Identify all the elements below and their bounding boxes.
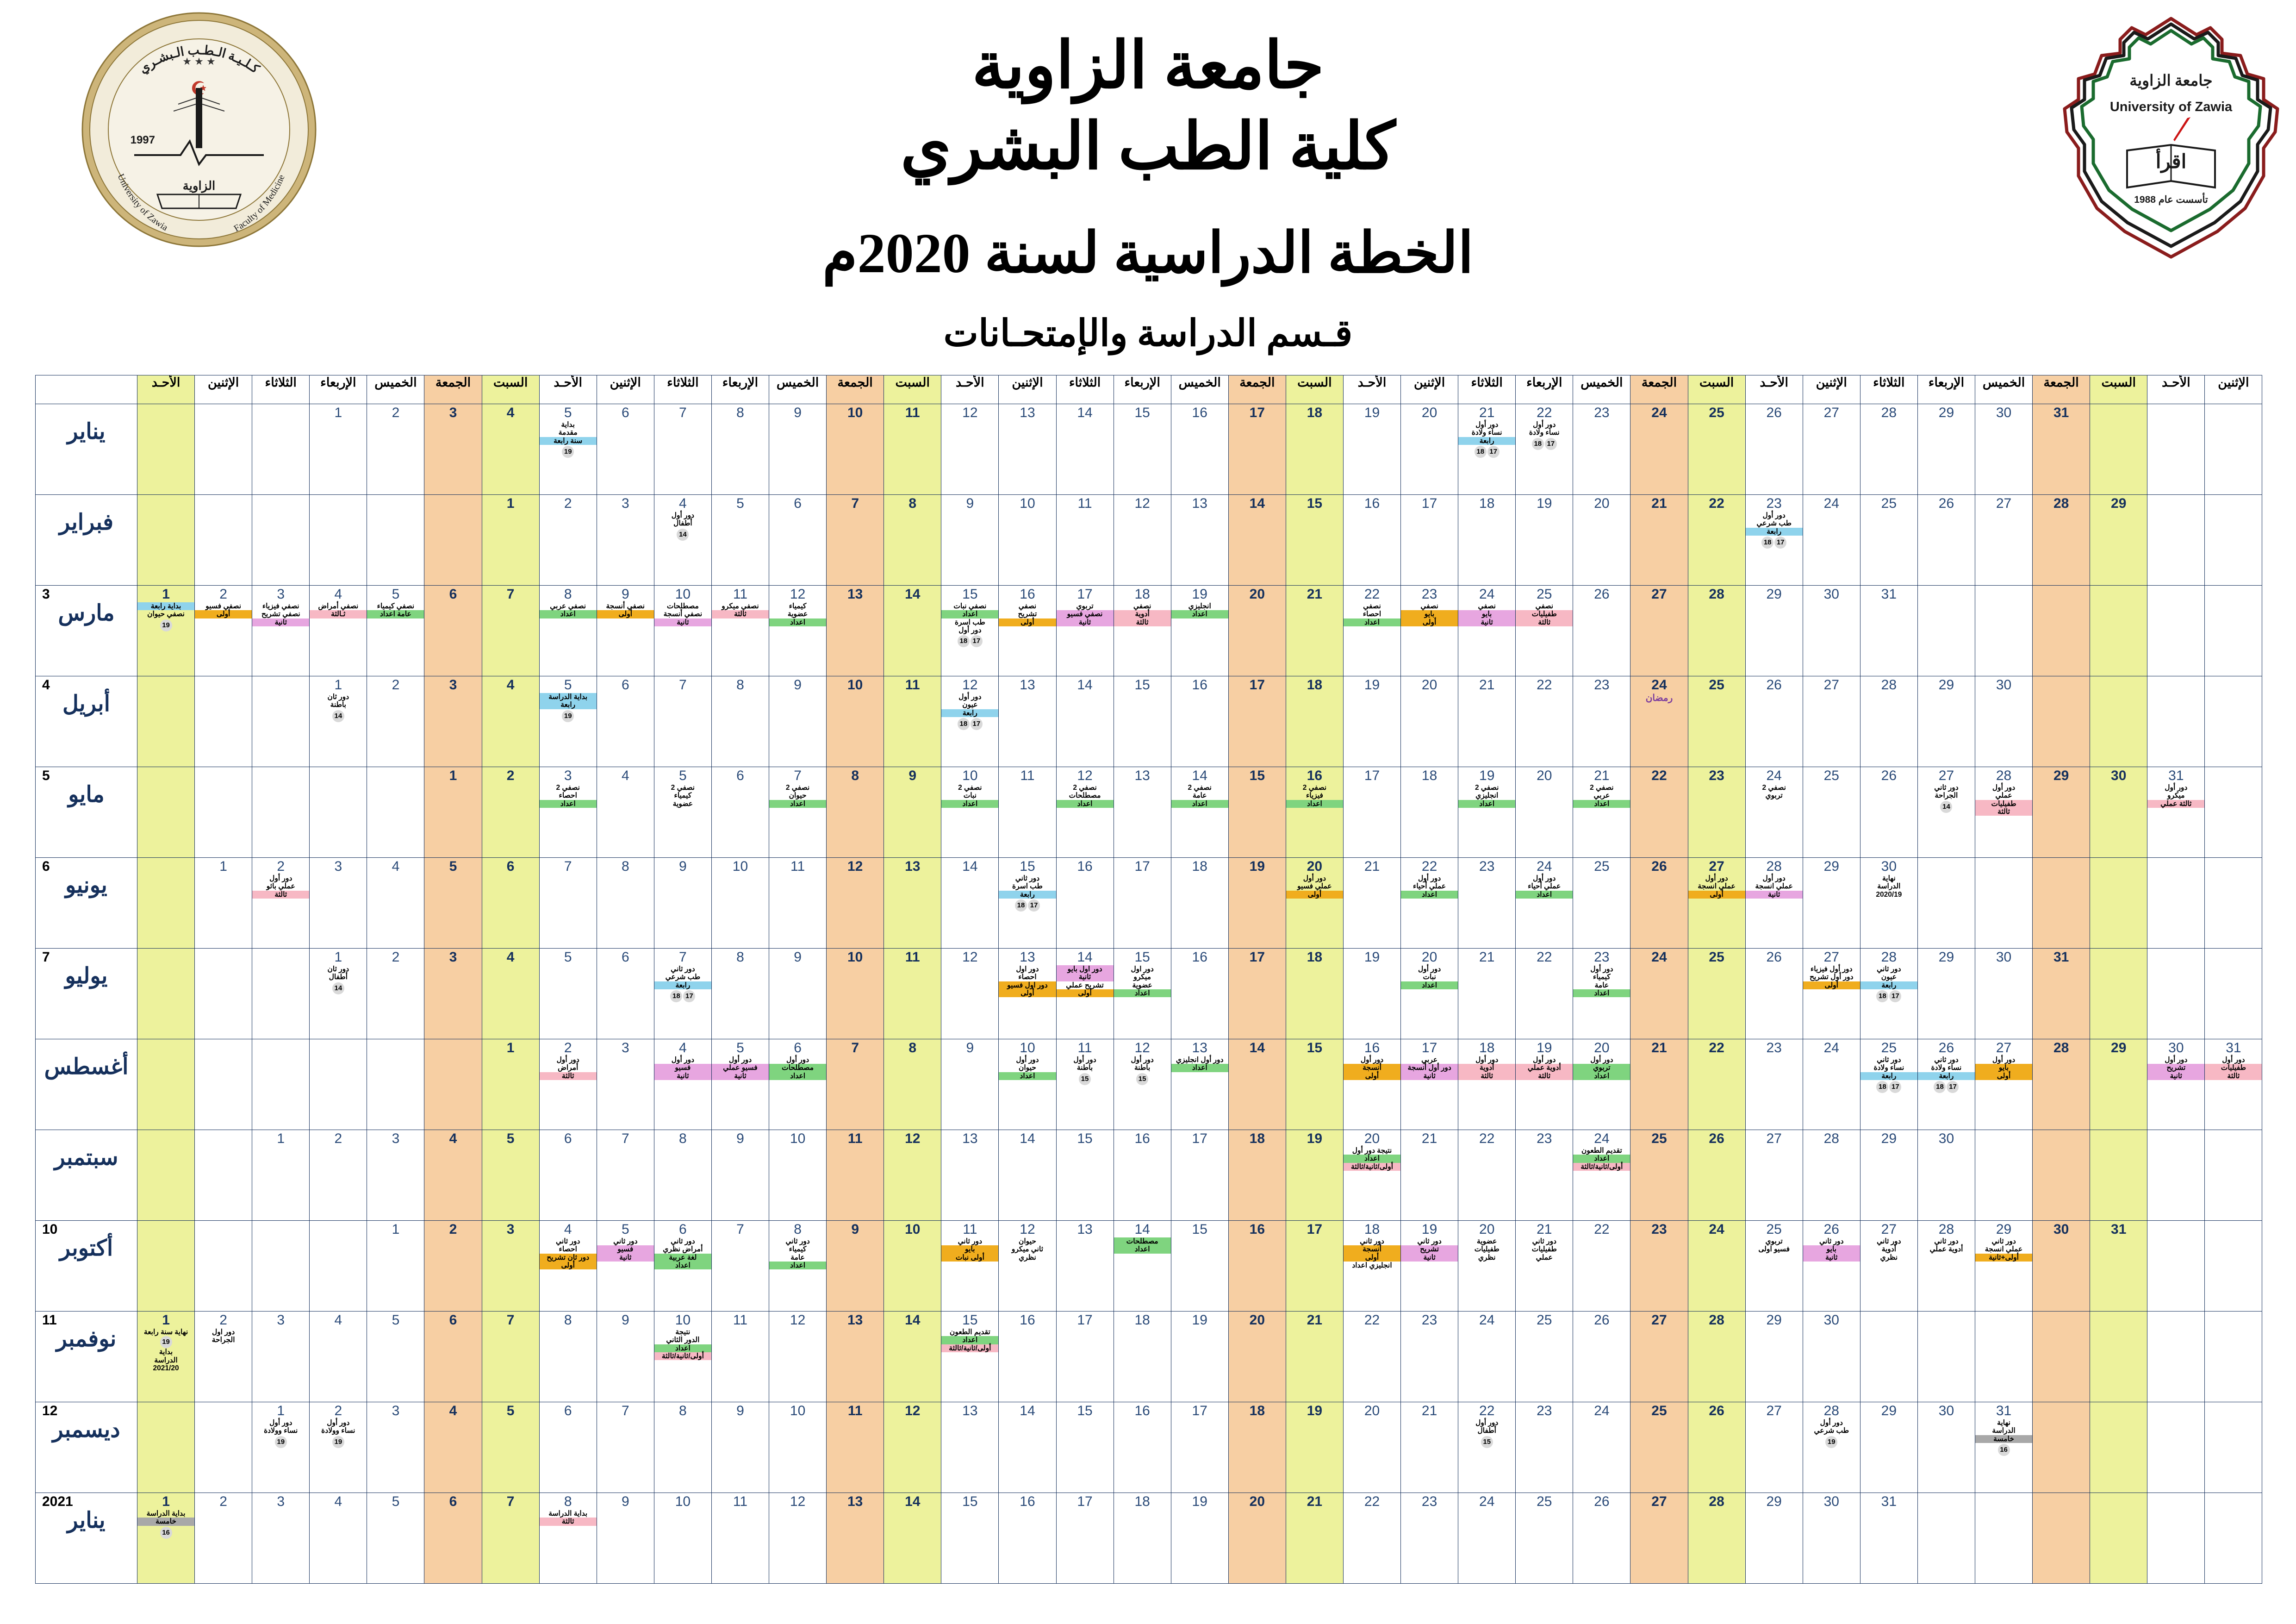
svg-text:تأسست عام 1988: تأسست عام 1988 bbox=[2134, 192, 2208, 206]
svg-text:★ ★ ★: ★ ★ ★ bbox=[182, 56, 215, 67]
svg-text:الزاوية: الزاوية bbox=[183, 179, 215, 193]
svg-text:University of Zawia: University of Zawia bbox=[2110, 100, 2233, 114]
svg-text:جامعة الزاوية: جامعة الزاوية bbox=[2129, 73, 2212, 90]
svg-text:1997: 1997 bbox=[131, 134, 155, 146]
svg-text:اقرأ: اقرأ bbox=[2156, 148, 2187, 173]
